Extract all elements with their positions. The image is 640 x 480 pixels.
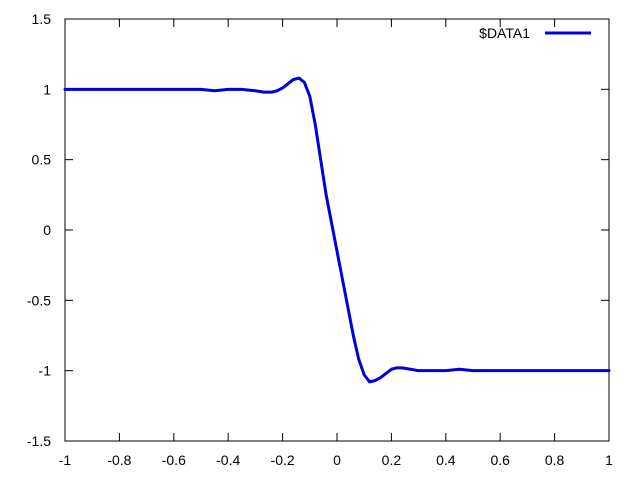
y-tick-label: -0.5 bbox=[27, 292, 51, 308]
y-tick-label: 0.5 bbox=[32, 152, 52, 168]
y-tick-label: 1.5 bbox=[32, 11, 52, 27]
x-tick-label: 0.8 bbox=[545, 452, 565, 468]
y-tick-label: 0 bbox=[43, 222, 51, 238]
plot-frame bbox=[64, 18, 610, 442]
x-tick-label: -0.2 bbox=[271, 452, 295, 468]
x-tick-label: -1 bbox=[59, 452, 72, 468]
x-tick-label: 0.6 bbox=[490, 452, 510, 468]
series-layer bbox=[63, 76, 611, 384]
x-tick-label: -0.8 bbox=[107, 452, 131, 468]
x-tick-label: -0.4 bbox=[216, 452, 240, 468]
y-tick-label: -1 bbox=[39, 363, 52, 379]
tick-labels: -1 -0.8 -0.6 -0.4 -0.2 0 0.2 0.4 0.6 0.8 1 -1.5 -1 -0… bbox=[27, 11, 613, 468]
legend-label: $DATA1 bbox=[479, 25, 530, 41]
legend: $DATA1 bbox=[479, 25, 591, 41]
x-tick-label: 1 bbox=[605, 452, 613, 468]
x-tick-label: 0.4 bbox=[436, 452, 456, 468]
y-tick-label: -1.5 bbox=[27, 433, 51, 449]
y-tick-label: 1 bbox=[43, 81, 51, 97]
series-line-0 bbox=[63, 76, 611, 384]
x-tick-label: -0.6 bbox=[162, 452, 186, 468]
x-tick-label: 0.2 bbox=[382, 452, 402, 468]
x-tick-label: 0 bbox=[333, 452, 341, 468]
ticks bbox=[64, 18, 610, 442]
